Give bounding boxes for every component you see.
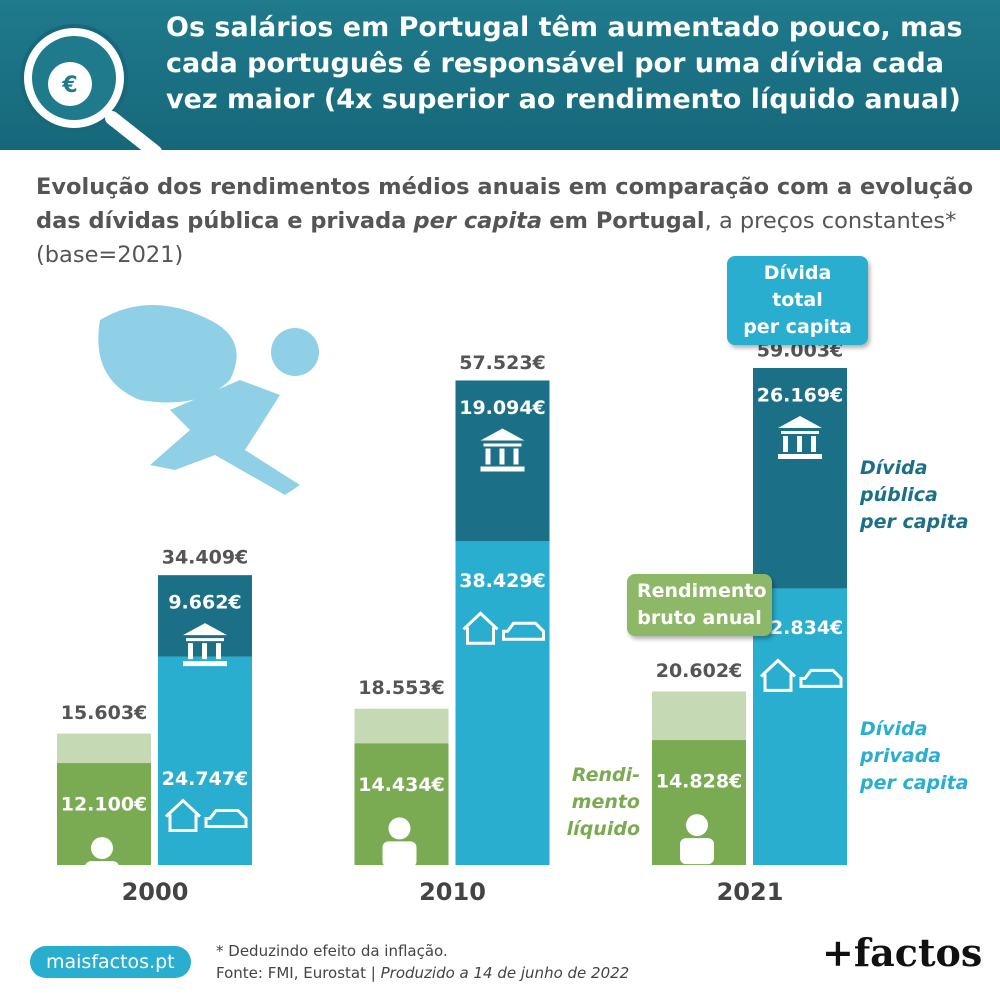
house-car-icon: [164, 798, 248, 833]
bank-icon: [778, 416, 822, 459]
bar-private: [158, 656, 252, 865]
income-icon: [388, 817, 411, 840]
logo: +factos: [822, 930, 983, 975]
house-car-icon: [759, 658, 843, 692]
bar-public: [753, 368, 847, 589]
label-total: 34.409€: [162, 547, 249, 569]
produced: Produzido a 14 de junho de 2022: [380, 964, 630, 982]
label-private: 24.747€: [162, 768, 249, 790]
label-net: 12.100€: [61, 794, 148, 816]
bar-private: [753, 588, 847, 865]
bank-icon: [480, 428, 525, 472]
income-icon: [680, 838, 714, 865]
legend-gross: Rendimento bruto anual: [627, 574, 772, 636]
label-private: 32.834€: [757, 617, 844, 639]
site-pill[interactable]: maisfactos.pt: [30, 946, 191, 978]
subtitle: Evolução dos rendimentos médios anuais e…: [36, 170, 976, 272]
legend-total: Dívida total per capita: [727, 256, 868, 345]
svg-text:€: €: [61, 73, 77, 98]
bank-icon: [183, 623, 227, 667]
title: Os salários em Portugal têm aumentado po…: [166, 12, 963, 115]
income-icon: [85, 861, 119, 888]
subtitle-bold: em Portugal: [549, 208, 705, 234]
house-car-icon: [462, 611, 545, 645]
x-tick-label: 2021: [717, 878, 784, 906]
label-public: 9.662€: [168, 592, 241, 614]
magnifier-icon: €: [20, 24, 162, 159]
x-tick-label: 2000: [122, 878, 189, 906]
income-icon: [91, 837, 113, 860]
income-icon: [686, 814, 708, 837]
legend-net: Rendi- mento líquido: [566, 764, 640, 840]
x-tick-label: 2010: [419, 878, 486, 906]
label-public: 26.169€: [757, 385, 844, 407]
header: [0, 0, 1000, 150]
label-net: 14.828€: [656, 771, 743, 793]
person-icon: [98, 305, 319, 495]
label-gross: 18.553€: [358, 677, 445, 699]
label-total: 57.523€: [459, 352, 546, 374]
label-total: 59.003€: [757, 340, 844, 362]
label-gross: 20.602€: [656, 660, 743, 682]
label-gross: 15.603€: [61, 702, 148, 724]
subtitle-normal: , a preços constantes* (base=2021): [36, 208, 957, 268]
subtitle-italic: per capita: [413, 208, 543, 234]
subtitle-bold: Evolução dos rendimentos médios anuais e…: [36, 174, 974, 234]
legend-private: Dívida privada per capita: [860, 718, 969, 794]
label-net: 14.434€: [358, 774, 445, 796]
source-text: Fonte: FMI, Eurostat |: [216, 964, 376, 982]
label-public: 19.094€: [459, 397, 546, 419]
legend-public: Dívida pública per capita: [860, 457, 969, 533]
bar-public: [158, 575, 252, 657]
income-icon: [382, 841, 417, 868]
source: Fonte: FMI, Eurostat | Produzido a 14 de…: [216, 964, 629, 982]
label-private: 38.429€: [459, 570, 546, 592]
bar-private: [455, 541, 550, 865]
note: * Deduzindo efeito da inflação.: [216, 942, 448, 960]
